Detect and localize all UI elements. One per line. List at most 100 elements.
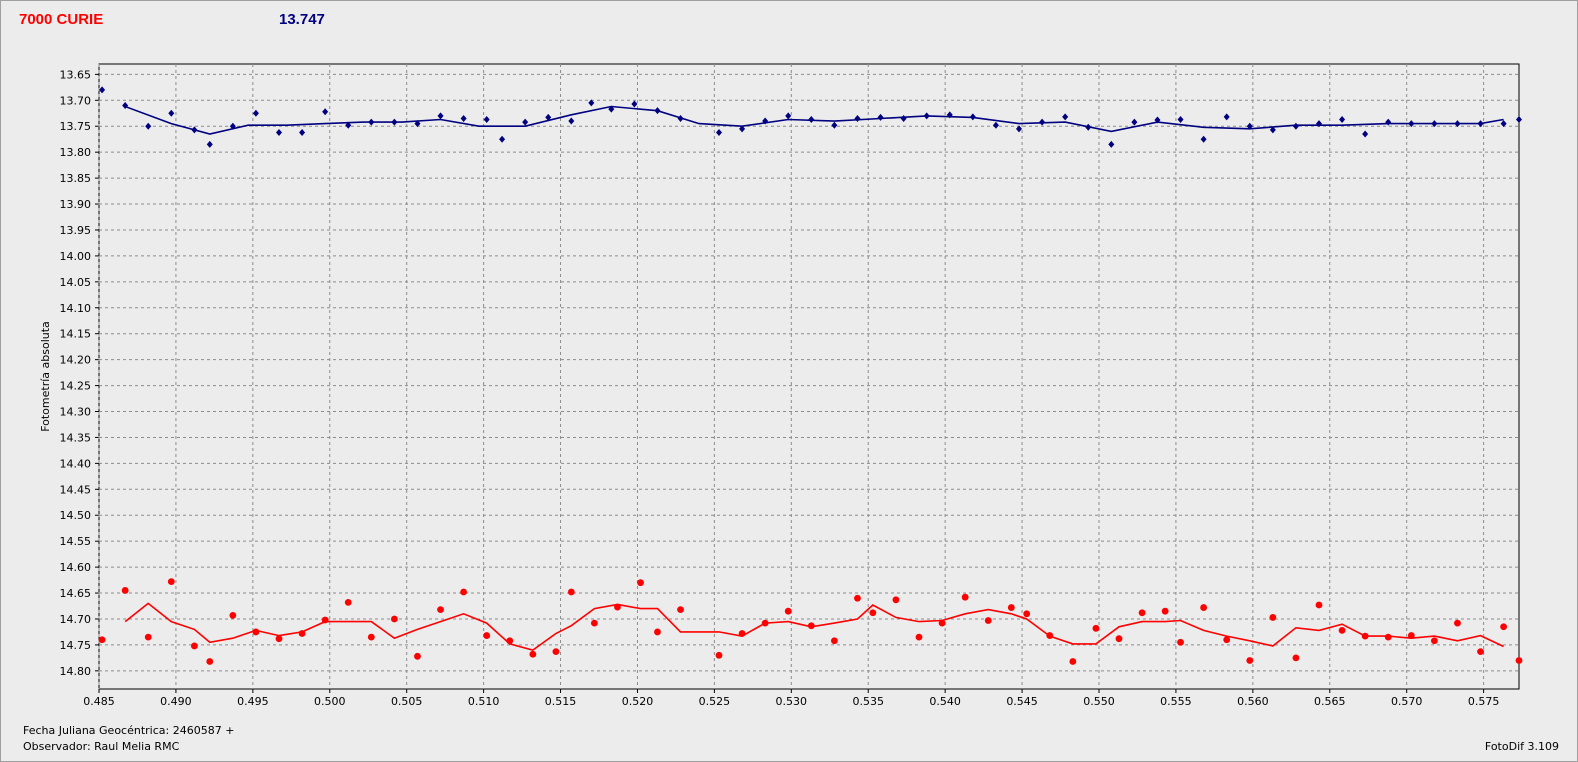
series-0-point [206, 140, 213, 148]
series-1-point [1515, 657, 1523, 664]
y-tick-label: 14.30 [60, 406, 92, 419]
x-tick-label: 0.540 [929, 695, 961, 708]
series-1-point [321, 616, 329, 624]
series-0-point [1431, 120, 1438, 128]
series-1-point [1161, 607, 1169, 615]
series-0-point [99, 86, 106, 94]
series-1-point [1138, 609, 1146, 617]
y-tick-label: 13.85 [60, 172, 92, 185]
series-0-point [1477, 120, 1484, 128]
x-tick-label: 0.565 [1314, 695, 1346, 708]
series-0-point [785, 112, 792, 120]
y-axis-label: Fotometría absoluta [39, 321, 52, 432]
series-0-point [831, 121, 838, 129]
series-1-point [437, 606, 444, 614]
plot-area [98, 63, 1520, 690]
series-1-point [121, 587, 129, 594]
series-0-point [191, 126, 198, 134]
series-0-point [946, 111, 953, 119]
series-0-point [1223, 113, 1230, 121]
series-0-point [1108, 140, 1115, 148]
series-1-point [961, 593, 969, 601]
series-0-point [1408, 120, 1415, 128]
series-1-point [1454, 619, 1461, 627]
series-1-point [344, 598, 352, 606]
x-tick-label: 0.575 [1468, 695, 1500, 708]
series-1-point [637, 579, 644, 587]
software-label: FotoDif 3.109 [1484, 740, 1559, 753]
y-tick-label: 14.55 [60, 535, 92, 548]
series-0-point [345, 121, 352, 129]
series-1-point [460, 588, 468, 596]
series-0-point [568, 117, 575, 125]
series-1-point [807, 622, 815, 630]
series-0-point [1385, 118, 1392, 126]
series-1-point [1115, 635, 1123, 643]
series-1-point [190, 642, 198, 650]
x-tick-label: 0.510 [468, 695, 500, 708]
y-tick-label: 13.90 [60, 198, 92, 211]
series-0-point [1339, 115, 1346, 123]
series-0-point [1454, 120, 1461, 128]
y-tick-label: 13.65 [60, 68, 92, 81]
series-1-point [1292, 654, 1300, 662]
x-tick-label: 0.500 [314, 695, 346, 708]
series-0-point [608, 105, 615, 113]
series-0-point [122, 101, 129, 109]
series-1-point [414, 652, 421, 660]
x-tick-label: 0.535 [852, 695, 884, 708]
y-tick-label: 14.10 [60, 302, 92, 315]
series-1-fit-line [124, 602, 1504, 651]
x-tick-label: 0.570 [1391, 695, 1423, 708]
y-tick-label: 14.05 [60, 276, 92, 289]
y-tick-label: 14.40 [60, 457, 92, 470]
series-1-point [1430, 637, 1438, 645]
series-0-point [808, 115, 815, 123]
y-tick-label: 14.25 [60, 380, 92, 393]
series-0-point [1362, 130, 1369, 138]
series-0-point [1292, 122, 1299, 130]
series-0-point [322, 108, 329, 116]
series-0-point [900, 114, 907, 122]
y-tick-label: 14.65 [60, 587, 92, 600]
series-1-point [98, 636, 106, 644]
series-0-point [483, 115, 490, 123]
series-1-point [677, 606, 684, 614]
series-1-point [915, 633, 923, 641]
series-0-point [145, 122, 152, 130]
x-tick-label: 0.520 [622, 695, 654, 708]
series-0-point [877, 113, 884, 121]
series-1-point [938, 619, 946, 627]
y-tick-label: 14.70 [60, 613, 92, 626]
y-tick-label: 14.35 [60, 431, 92, 444]
series-1-point [654, 628, 661, 636]
series-1-point [761, 619, 769, 627]
series-0-point [499, 135, 506, 143]
series-1-point [738, 630, 746, 637]
series-0-point [276, 128, 282, 136]
y-tick-label: 13.70 [60, 94, 92, 107]
series-1-point [252, 628, 260, 636]
series-1-point [206, 658, 214, 665]
series-1-point [1384, 633, 1392, 641]
series-1-point [1069, 658, 1077, 665]
series-0-point [992, 121, 999, 129]
series-1-point [1200, 604, 1208, 611]
y-tick-label: 14.50 [60, 509, 92, 522]
series-0-point [460, 114, 467, 122]
series-0-point [969, 113, 976, 121]
series-0-point [168, 109, 175, 117]
series-1-point [1500, 623, 1508, 631]
series-0-point [1269, 126, 1276, 134]
series-0-point [299, 128, 306, 136]
x-tick-label: 0.485 [83, 695, 115, 708]
series-0-point [368, 118, 375, 126]
x-tick-label: 0.515 [545, 695, 577, 708]
series-0-point [1085, 123, 1092, 131]
object-name: 7000 CURIE [19, 11, 104, 28]
series-0-point [1177, 115, 1184, 123]
x-tick-label: 0.530 [776, 695, 808, 708]
series-1-point [275, 635, 283, 643]
x-tick-label: 0.550 [1083, 695, 1115, 708]
series-0-point [522, 118, 529, 126]
